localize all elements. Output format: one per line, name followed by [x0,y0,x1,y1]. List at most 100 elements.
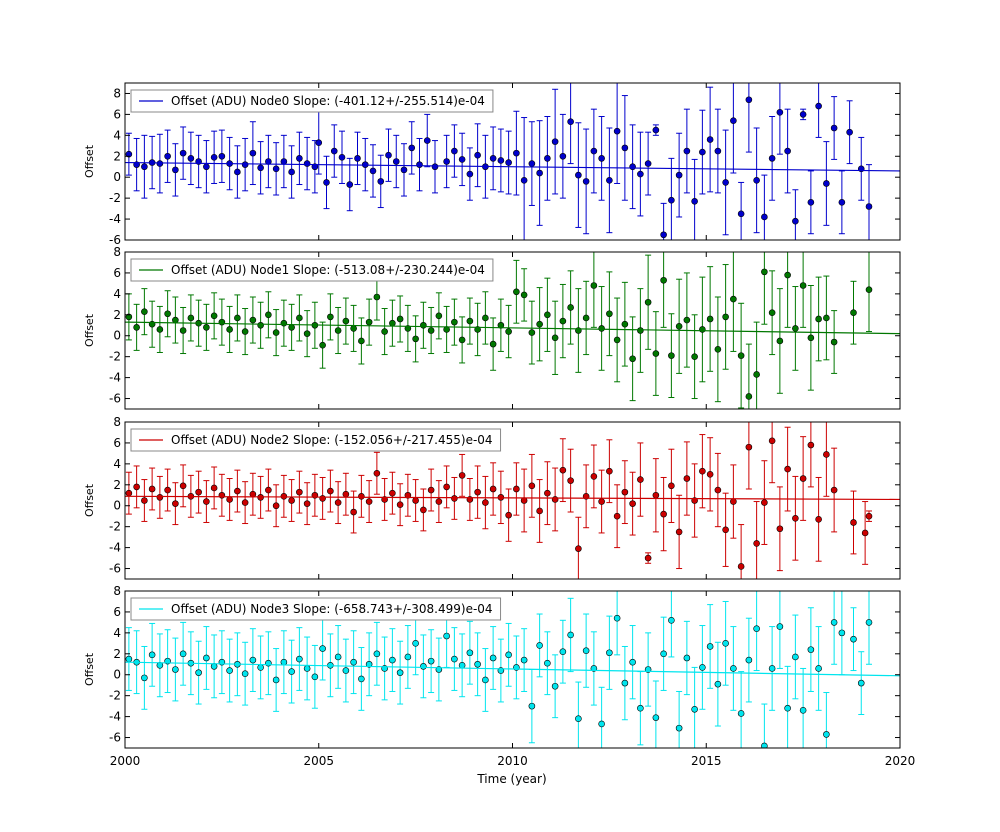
marker [660,276,667,284]
data-point-2-11 [210,466,218,510]
y-tick-label: -2 [109,689,121,703]
marker [187,155,195,162]
data-point-1-44 [466,297,474,345]
data-point-3-61 [598,686,605,748]
data-point-1-7 [179,306,187,355]
marker [582,647,590,654]
data-point-3-73 [691,666,698,748]
marker [737,710,745,717]
data-point-0-90 [823,141,830,226]
y-tick-label: 0 [113,170,121,184]
data-point-1-78 [730,252,737,352]
data-point-1-31 [365,298,373,346]
data-point-2-71 [675,494,683,570]
data-point-2-21 [288,479,295,522]
marker [203,163,210,171]
legend-box [130,89,494,113]
data-point-2-39 [427,468,435,512]
y-tick-label: 4 [113,626,121,640]
data-point-1-6 [172,296,179,344]
marker [257,321,264,329]
marker [179,650,187,658]
marker [369,167,377,175]
marker [505,159,512,166]
marker [342,317,350,325]
data-point-0-56 [559,113,567,199]
marker [807,646,815,653]
data-point-3-91 [830,591,838,665]
data-point-3-43 [458,633,466,698]
marker [551,496,559,503]
y-tick-label: -2 [109,350,121,364]
marker [315,139,323,146]
data-point-1-4 [156,305,164,353]
data-point-3-7 [179,621,187,686]
marker [431,163,439,171]
data-point-3-83 [768,626,776,711]
marker [354,155,361,162]
marker [857,679,865,687]
marker [296,488,303,496]
marker [660,231,667,239]
marker [482,676,489,684]
x-axis: 2000 2005 2010 2015 2020 [110,754,916,768]
data-point-0-58 [575,122,582,228]
y-axis-label-3: Offset [83,652,96,686]
data-point-1-41 [443,305,450,353]
marker [404,653,412,661]
data-point-1-68 [652,311,660,396]
marker [637,704,644,712]
data-point-0-4 [156,133,164,194]
data-point-1-87 [799,252,807,328]
marker [830,486,838,494]
marker [668,196,675,204]
legend-label: Offset (ADU) Node2 Slope: (-152.056+/-21… [171,433,493,447]
marker [714,680,722,688]
marker [412,335,419,343]
data-point-2-34 [389,471,396,515]
marker [714,346,722,353]
data-point-3-63 [613,591,621,656]
marker [458,336,466,344]
data-point-0-71 [675,132,683,218]
marker [613,614,621,622]
panel-0: -6 -4 -2 0 2 4 6 8 Offset Offset (ADU) Node0 Slop… [83,82,901,247]
data-point-2-91 [830,447,838,533]
data-point-0-27 [330,124,338,178]
data-point-0-12 [218,129,226,183]
marker [730,295,737,303]
marker [389,489,396,497]
data-point-1-91 [830,310,838,374]
data-point-2-41 [443,465,450,509]
marker [745,96,753,104]
data-point-0-49 [505,130,512,195]
marker [567,631,574,639]
y-tick-label: -6 [109,731,121,745]
data-point-1-21 [288,303,295,351]
marker [544,311,551,319]
marker [373,293,381,301]
data-point-2-49 [505,488,512,542]
marker [683,147,691,155]
data-point-3-46 [482,648,489,712]
data-point-3-27 [334,625,342,689]
data-point-3-3 [148,622,156,687]
data-point-2-33 [381,478,388,521]
data-point-0-80 [745,83,753,153]
data-point-1-43 [458,316,466,364]
data-point-1-12 [218,298,226,346]
y-tick-label: -4 [109,212,121,226]
data-point-1-55 [551,300,559,375]
marker [668,482,675,490]
marker [865,203,873,210]
marker [296,314,303,322]
data-point-3-4 [156,633,164,698]
data-point-3-87 [799,667,807,748]
marker [420,506,427,514]
data-point-0-54 [544,115,551,201]
data-point-0-40 [431,140,439,194]
marker [637,327,644,334]
data-point-1-5 [164,290,171,338]
marker [288,168,295,176]
marker [513,149,520,157]
